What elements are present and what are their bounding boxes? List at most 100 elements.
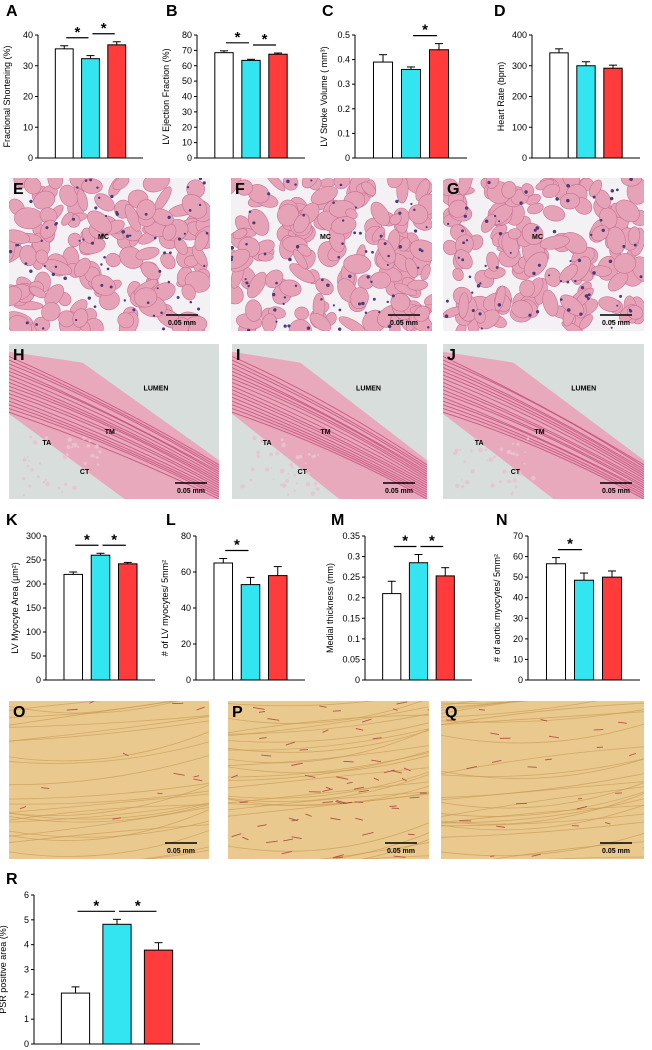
nucleus — [498, 220, 501, 223]
y-tick-label: 10 — [182, 138, 192, 148]
micrograph-i: I LUMEN TM TA CT 0.05 mm — [232, 344, 427, 499]
myocyte — [330, 216, 357, 235]
nucleus — [283, 296, 287, 299]
y-tick-label: 0 — [186, 675, 191, 685]
myocyte — [390, 293, 411, 312]
nucleus — [231, 246, 234, 250]
nucleus — [186, 186, 190, 189]
collagen-fiber — [259, 737, 267, 740]
nucleus — [121, 230, 126, 234]
muscle-fiber — [441, 793, 644, 825]
y-tick-label: 10 — [513, 654, 523, 664]
muscle-fiber — [9, 830, 209, 857]
muscle-fiber — [441, 821, 644, 838]
elastic-lamina — [443, 370, 644, 475]
elastic-lamina — [443, 378, 644, 479]
nucleus — [332, 201, 335, 204]
muscle-fiber — [228, 714, 429, 734]
adventitia-fiber — [38, 462, 42, 465]
nucleus — [54, 265, 58, 269]
micrograph-o: O 0.05 mm — [9, 701, 209, 859]
nucleus — [548, 274, 551, 277]
collagen-fiber — [19, 806, 27, 810]
myocyte — [292, 249, 308, 270]
adventitia-fiber — [517, 471, 522, 476]
nucleus — [372, 297, 376, 301]
nucleus — [417, 266, 420, 269]
collagen-fiber — [322, 729, 329, 733]
elastic-lamina — [232, 363, 427, 470]
collagen-fiber — [361, 718, 372, 723]
panel-letter: R — [6, 871, 18, 888]
scale-bar-label: 0.05 mm — [167, 848, 195, 855]
nucleus — [287, 324, 291, 328]
collagen-fiber — [196, 706, 205, 711]
nucleus — [63, 276, 67, 281]
collagen-fiber — [466, 766, 477, 770]
adventitia-fiber — [293, 489, 297, 492]
nucleus — [129, 234, 132, 237]
chart-m: M 0 0.05 0.1 0.15 0.2 0.25 0.3 0.35 Medial thickn… — [325, 512, 472, 685]
panel-letter: P — [232, 704, 243, 721]
tissue-label-lumen: LUMEN — [144, 386, 169, 393]
adventitia-fiber — [493, 455, 497, 459]
myocyte — [23, 178, 42, 195]
nucleus — [464, 206, 469, 210]
y-tick-label: 40 — [23, 30, 33, 40]
nucleus — [610, 189, 615, 193]
nucleus — [461, 229, 464, 233]
adventitia-fiber — [29, 435, 32, 439]
nucleus — [532, 271, 536, 276]
muscle-fiber — [9, 741, 209, 764]
muscle-fiber — [9, 804, 209, 823]
tissue-label-ct: CT — [298, 469, 308, 476]
micrograph-j: J LUMEN TM TA CT 0.05 mm — [443, 344, 644, 499]
adventitia-fiber — [512, 478, 517, 483]
chart-n: N 0 10 20 30 40 50 60 70 # of aortic myocytes/ 5m… — [492, 512, 640, 685]
nucleus — [386, 263, 389, 266]
muscle-fiber — [228, 706, 429, 737]
nucleus — [275, 281, 278, 285]
myocyte — [420, 264, 431, 281]
nucleus — [420, 249, 424, 253]
adventitia-fiber — [486, 459, 489, 462]
adventitia-fiber — [44, 478, 47, 481]
elastic-lamina — [232, 396, 427, 491]
myocyte — [443, 178, 459, 196]
nucleus — [295, 245, 300, 249]
adventitia-fiber — [478, 447, 483, 453]
adventitia-fiber — [259, 439, 264, 443]
nucleus — [100, 263, 103, 266]
adventitia-fiber — [510, 493, 513, 496]
bar — [213, 562, 234, 681]
myocyte — [458, 292, 469, 319]
bar — [576, 65, 596, 159]
myocyte — [542, 289, 559, 317]
y-tick-label: 0.15 — [342, 613, 360, 623]
y-tick-label: 150 — [26, 603, 41, 613]
adventitia-fiber — [293, 473, 297, 477]
collagen-fiber — [322, 801, 334, 804]
elastic-lamina — [232, 367, 427, 473]
muscle-fiber — [441, 758, 644, 779]
nucleus — [471, 291, 474, 294]
nucleus — [263, 252, 267, 256]
myocyte — [91, 274, 116, 296]
nucleus — [160, 311, 163, 315]
myocyte — [35, 249, 49, 265]
muscle-fiber — [441, 701, 525, 714]
muscle-fiber — [228, 793, 429, 817]
nucleus — [354, 206, 358, 209]
scale-bar-label: 0.05 mm — [390, 320, 418, 327]
nucleus — [364, 311, 368, 314]
adventitia-fiber — [315, 487, 320, 491]
panel-letter: M — [331, 512, 344, 529]
nucleus — [197, 307, 201, 311]
nucleus — [205, 231, 209, 235]
nucleus — [55, 222, 58, 225]
nucleus — [17, 244, 20, 247]
myocyte — [181, 194, 207, 219]
nucleus — [144, 212, 148, 216]
nucleus — [231, 255, 234, 259]
nucleus — [386, 300, 389, 304]
